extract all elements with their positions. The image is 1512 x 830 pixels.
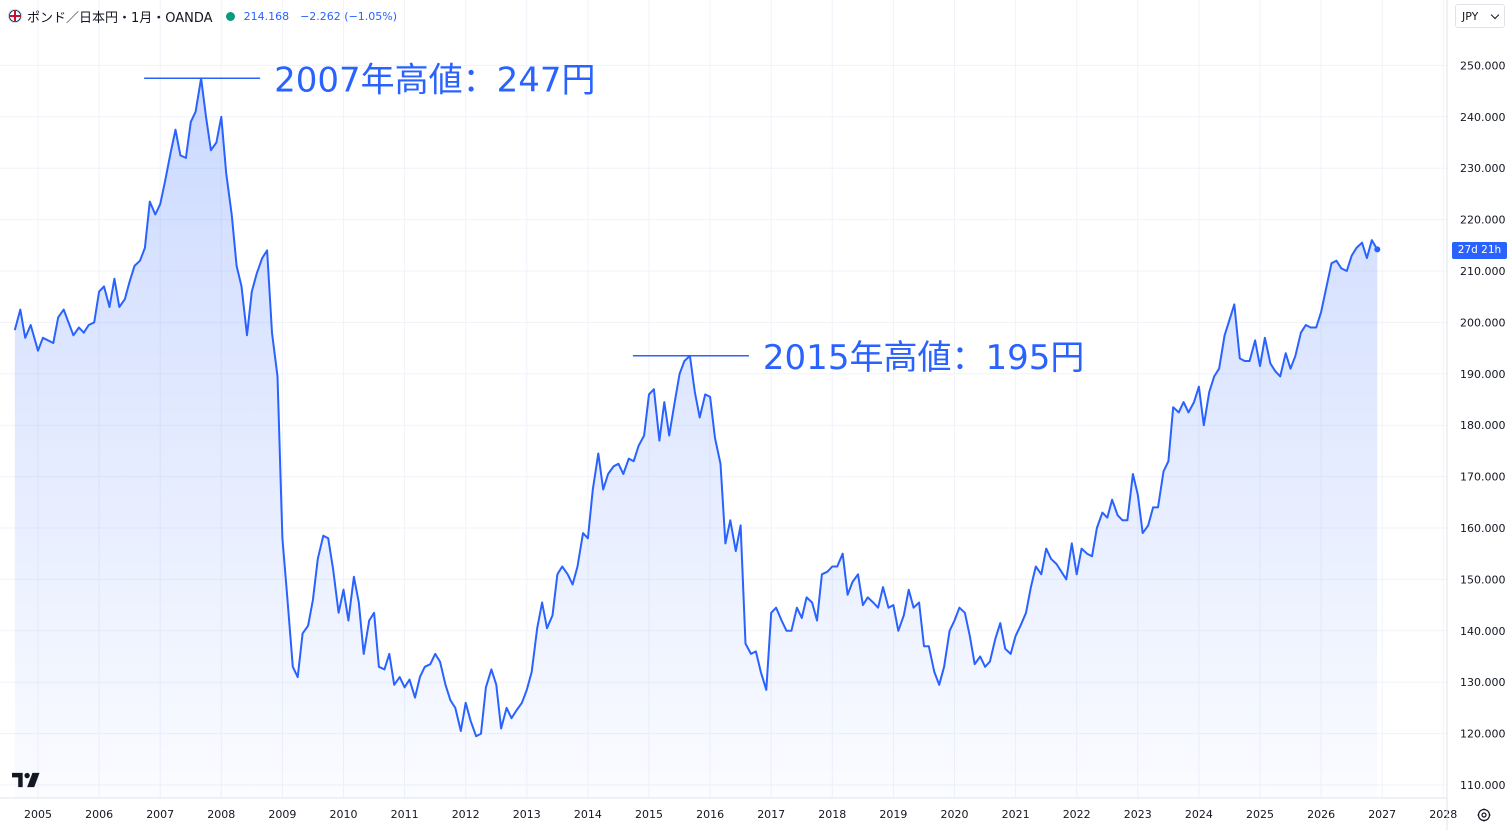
chevron-down-icon	[1490, 10, 1500, 19]
x-tick-label: 2006	[85, 808, 113, 821]
symbol-legend[interactable]: ポンド／日本円・1月・OANDA 214.168 −2.262 (−1.05%)	[0, 0, 397, 32]
x-tick-label: 2011	[391, 808, 419, 821]
uk-flag-icon	[8, 9, 22, 23]
y-tick-label: 220.000	[1460, 214, 1506, 227]
y-tick-label: 110.000	[1460, 779, 1506, 792]
bar-countdown-label: 27d 21h	[1452, 242, 1507, 259]
y-tick-label: 250.000	[1460, 59, 1506, 72]
x-tick-label: 2024	[1185, 808, 1213, 821]
y-tick-label: 140.000	[1460, 625, 1506, 638]
y-tick-label: 240.000	[1460, 111, 1506, 124]
x-tick-label: 2018	[818, 808, 846, 821]
y-axis[interactable]: 110.000 120.000 130.000 140.000 150.000 160.0…	[1460, 59, 1506, 792]
y-tick-label: 130.000	[1460, 676, 1506, 689]
x-tick-label: 2023	[1124, 808, 1152, 821]
x-tick-label: 2016	[696, 808, 724, 821]
x-tick-label: 2027	[1368, 808, 1396, 821]
x-tick-label: 2017	[757, 808, 785, 821]
market-status-dot-icon[interactable]	[225, 11, 235, 21]
last-price: 214.168	[243, 9, 290, 23]
x-tick-label: 2010	[330, 808, 358, 821]
x-tick-label: 2019	[879, 808, 907, 821]
last-price-point[interactable]	[1374, 246, 1381, 253]
y-tick-label: 230.000	[1460, 162, 1506, 175]
x-tick-label: 2028	[1429, 808, 1457, 821]
y-tick-label: 210.000	[1460, 265, 1506, 278]
area-fill	[14, 78, 1378, 799]
currency-label: JPY	[1462, 9, 1479, 23]
price-change: −2.262 (−1.05%)	[300, 9, 398, 23]
y-tick-label: 170.000	[1460, 471, 1506, 484]
annotation-label[interactable]: 2015年高値：195円	[763, 338, 1084, 378]
annotation-layer: 2007年高値：247円 2015年高値：195円	[144, 60, 1084, 378]
settings-gear-icon[interactable]	[1476, 807, 1492, 823]
y-tick-label: 180.000	[1460, 419, 1506, 432]
price-series-line[interactable]	[13, 77, 1379, 738]
x-axis[interactable]: 2005 2006 2007 2008 2009 2010 2011 2012 2013 2014…	[24, 808, 1457, 821]
x-tick-label: 2013	[513, 808, 541, 821]
x-tick-label: 2021	[1002, 808, 1030, 821]
x-tick-label: 2007	[146, 808, 174, 821]
x-tick-label: 2009	[268, 808, 296, 821]
x-tick-label: 2020	[941, 808, 969, 821]
symbol-title[interactable]: ポンド／日本円・1月・OANDA	[27, 10, 213, 26]
y-tick-label: 120.000	[1460, 728, 1506, 741]
x-tick-label: 2022	[1063, 808, 1091, 821]
area-layer	[13, 77, 1381, 799]
annotation-label[interactable]: 2007年高値：247円	[274, 60, 595, 100]
x-tick-label: 2026	[1307, 808, 1335, 821]
currency-select[interactable]: JPY	[1455, 4, 1505, 28]
x-tick-label: 2005	[24, 808, 52, 821]
y-tick-label: 200.000	[1460, 316, 1506, 329]
tradingview-logo-icon[interactable]	[12, 771, 44, 789]
x-tick-label: 2025	[1246, 808, 1274, 821]
x-tick-label: 2012	[452, 808, 480, 821]
y-tick-label: 160.000	[1460, 522, 1506, 535]
y-tick-label: 150.000	[1460, 573, 1506, 586]
x-tick-label: 2008	[207, 808, 235, 821]
x-tick-label: 2014	[574, 808, 602, 821]
y-tick-label: 190.000	[1460, 368, 1506, 381]
x-tick-label: 2015	[635, 808, 663, 821]
